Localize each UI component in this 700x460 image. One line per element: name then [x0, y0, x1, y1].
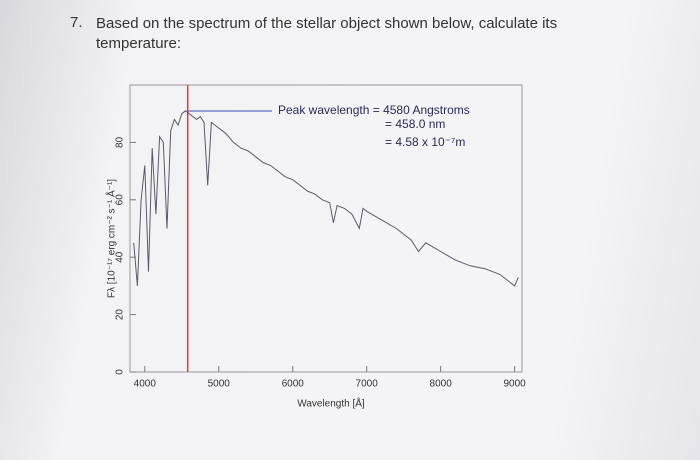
- y-tick-label: 40: [115, 251, 126, 263]
- x-tick-label: 6000: [282, 379, 305, 390]
- x-tick-label: 7000: [356, 379, 379, 390]
- y-tick-label: 0: [115, 369, 126, 375]
- annotation: Peak wavelength = 4580 Angstroms: [278, 103, 470, 117]
- spectrum-line: [133, 110, 519, 287]
- y-tick-label: 60: [115, 194, 126, 206]
- y-axis-label: Fλ [10⁻¹⁷ erg cm⁻² s⁻¹ Å⁻¹]: [105, 179, 118, 298]
- x-tick-label: 5000: [208, 379, 231, 390]
- x-tick-label: 9000: [503, 379, 526, 390]
- y-tick-label: 80: [115, 136, 126, 148]
- x-tick-label: 8000: [430, 379, 453, 390]
- x-tick-label: 4000: [134, 379, 157, 390]
- annotation: = 458.0 nm: [385, 117, 445, 131]
- question-number: 7.: [70, 14, 83, 31]
- question-text: Based on the spectrum of the stellar obj…: [96, 15, 558, 52]
- y-tick-label: 20: [115, 309, 126, 321]
- annotation: = 4.58 x 10⁻⁷m: [385, 135, 465, 149]
- x-axis-label: Wavelength [Å]: [297, 397, 365, 410]
- plot-frame: [129, 84, 523, 373]
